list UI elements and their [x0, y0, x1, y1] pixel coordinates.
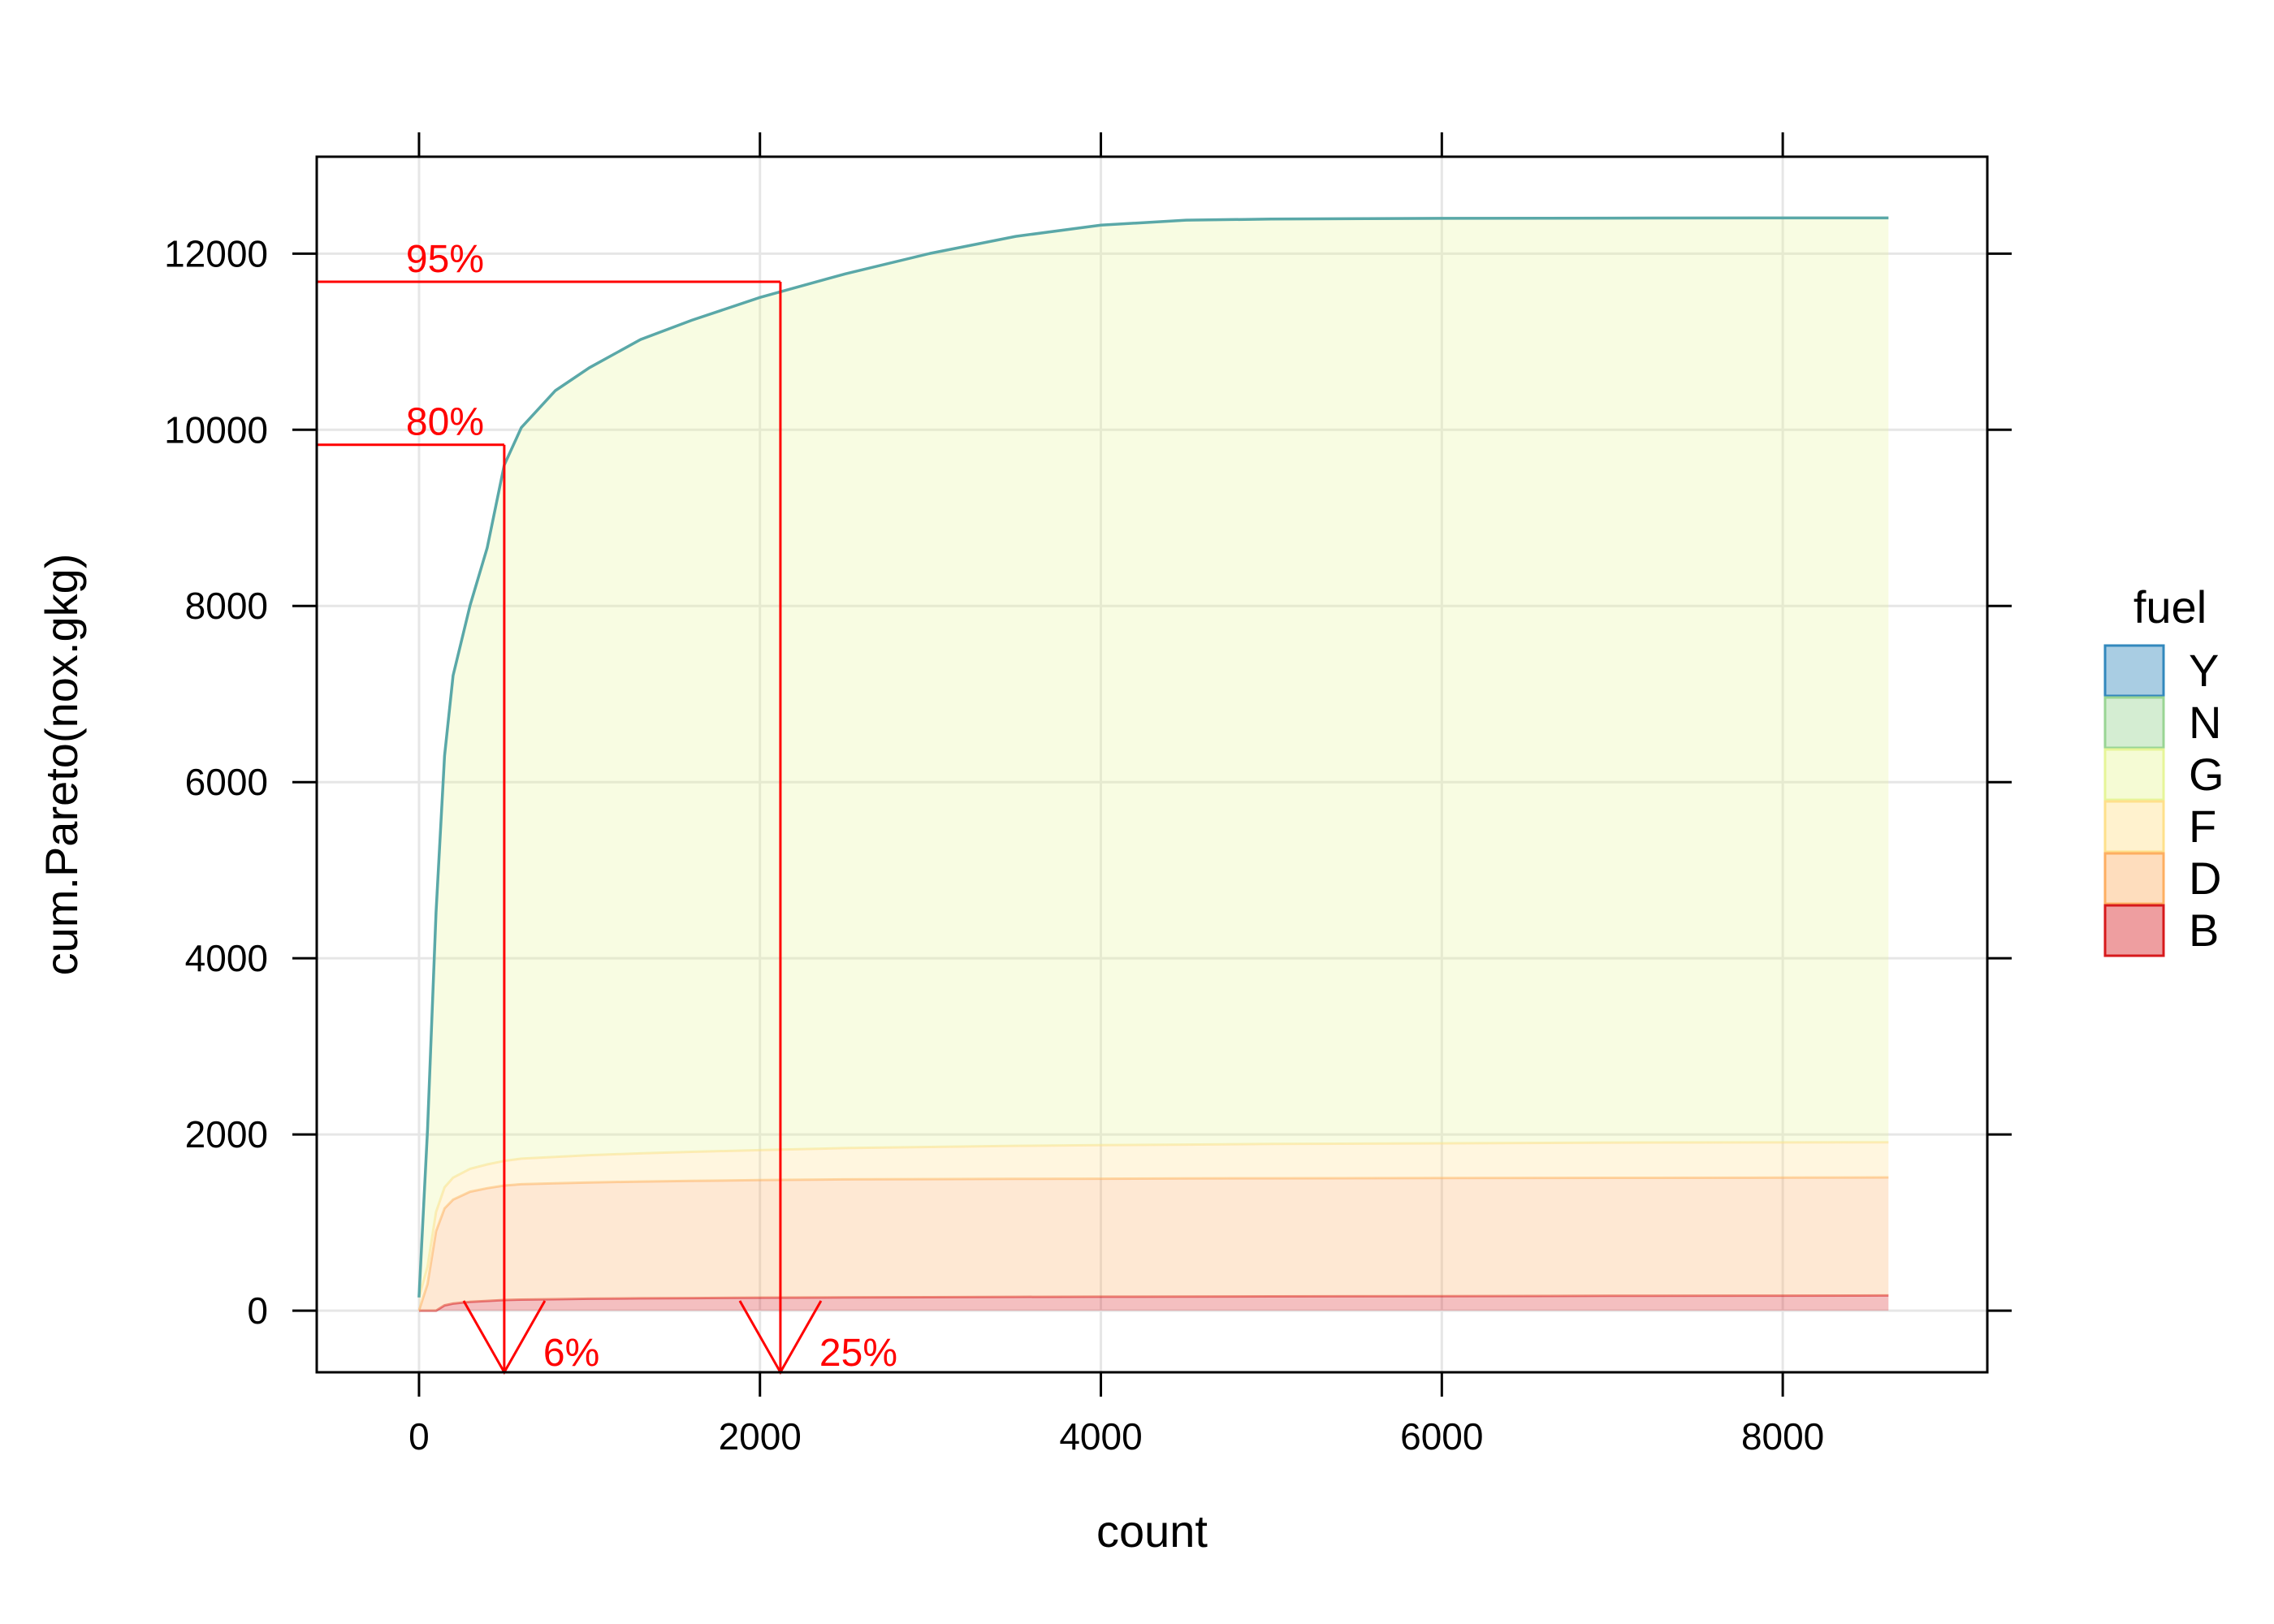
legend-label: D: [2189, 853, 2221, 904]
legend-label: Y: [2189, 645, 2219, 696]
legend-swatch-G: [2103, 748, 2165, 801]
legend-label: B: [2189, 905, 2219, 956]
total-line: [417, 216, 1889, 1298]
legend-label: F: [2189, 801, 2216, 852]
annotation-arrow-label: 6%: [543, 1332, 599, 1375]
x-tick-label: 8000: [1741, 1415, 1824, 1458]
y-tick-label: 12000: [164, 232, 268, 274]
legend-swatch-N: [2103, 696, 2165, 749]
legend-swatch-F: [2103, 800, 2165, 853]
area-D: [418, 1177, 1889, 1311]
legend-label: N: [2189, 697, 2221, 748]
legend-title: fuel: [2133, 581, 2207, 633]
cumulative-total-line: [417, 216, 1889, 1298]
pareto-annotations: 80% 6% 95% 25%: [317, 238, 897, 1376]
annotation-arrow-label: 25%: [819, 1332, 897, 1375]
area-edge-B: [418, 1294, 1889, 1312]
area-edge-F: [417, 1141, 1889, 1298]
grid-lines: [317, 157, 1987, 1372]
area-F: [418, 1142, 1889, 1311]
annotation-label: 95%: [406, 238, 484, 281]
y-tick-label: 2000: [185, 1113, 268, 1155]
legend-label: G: [2189, 749, 2224, 800]
annotation-label: 80%: [406, 401, 484, 444]
y-axis-label: cum.Pareto(nox.gkg): [36, 554, 87, 976]
y-tick-label: 10000: [164, 408, 268, 451]
x-tick-label: 0: [409, 1415, 430, 1458]
y-tick-label: 6000: [185, 761, 268, 803]
y-tick-label: 0: [247, 1289, 268, 1332]
x-tick-label: 6000: [1400, 1415, 1483, 1458]
legend-swatch-D: [2103, 852, 2165, 905]
y-tick-label: 4000: [185, 937, 268, 979]
x-tick-label: 2000: [719, 1415, 802, 1458]
stacked-areas: [417, 216, 1889, 1312]
area-G: [418, 218, 1889, 1298]
area-B: [418, 1295, 1889, 1311]
plot-frame: [315, 155, 1989, 1374]
legend-swatch-Y: [2103, 644, 2165, 698]
legend-swatch-B: [2103, 904, 2165, 957]
area-edge-D: [417, 1176, 1889, 1311]
y-tick-label: 8000: [185, 585, 268, 627]
x-tick-label: 4000: [1059, 1415, 1142, 1458]
x-axis-label: count: [1096, 1505, 1208, 1557]
axis-ticks: [292, 132, 2012, 1397]
axis-tick-labels: 0 2000 4000 6000 8000 0 2000 4000 6000 8000 10000 1…: [164, 232, 1824, 1458]
